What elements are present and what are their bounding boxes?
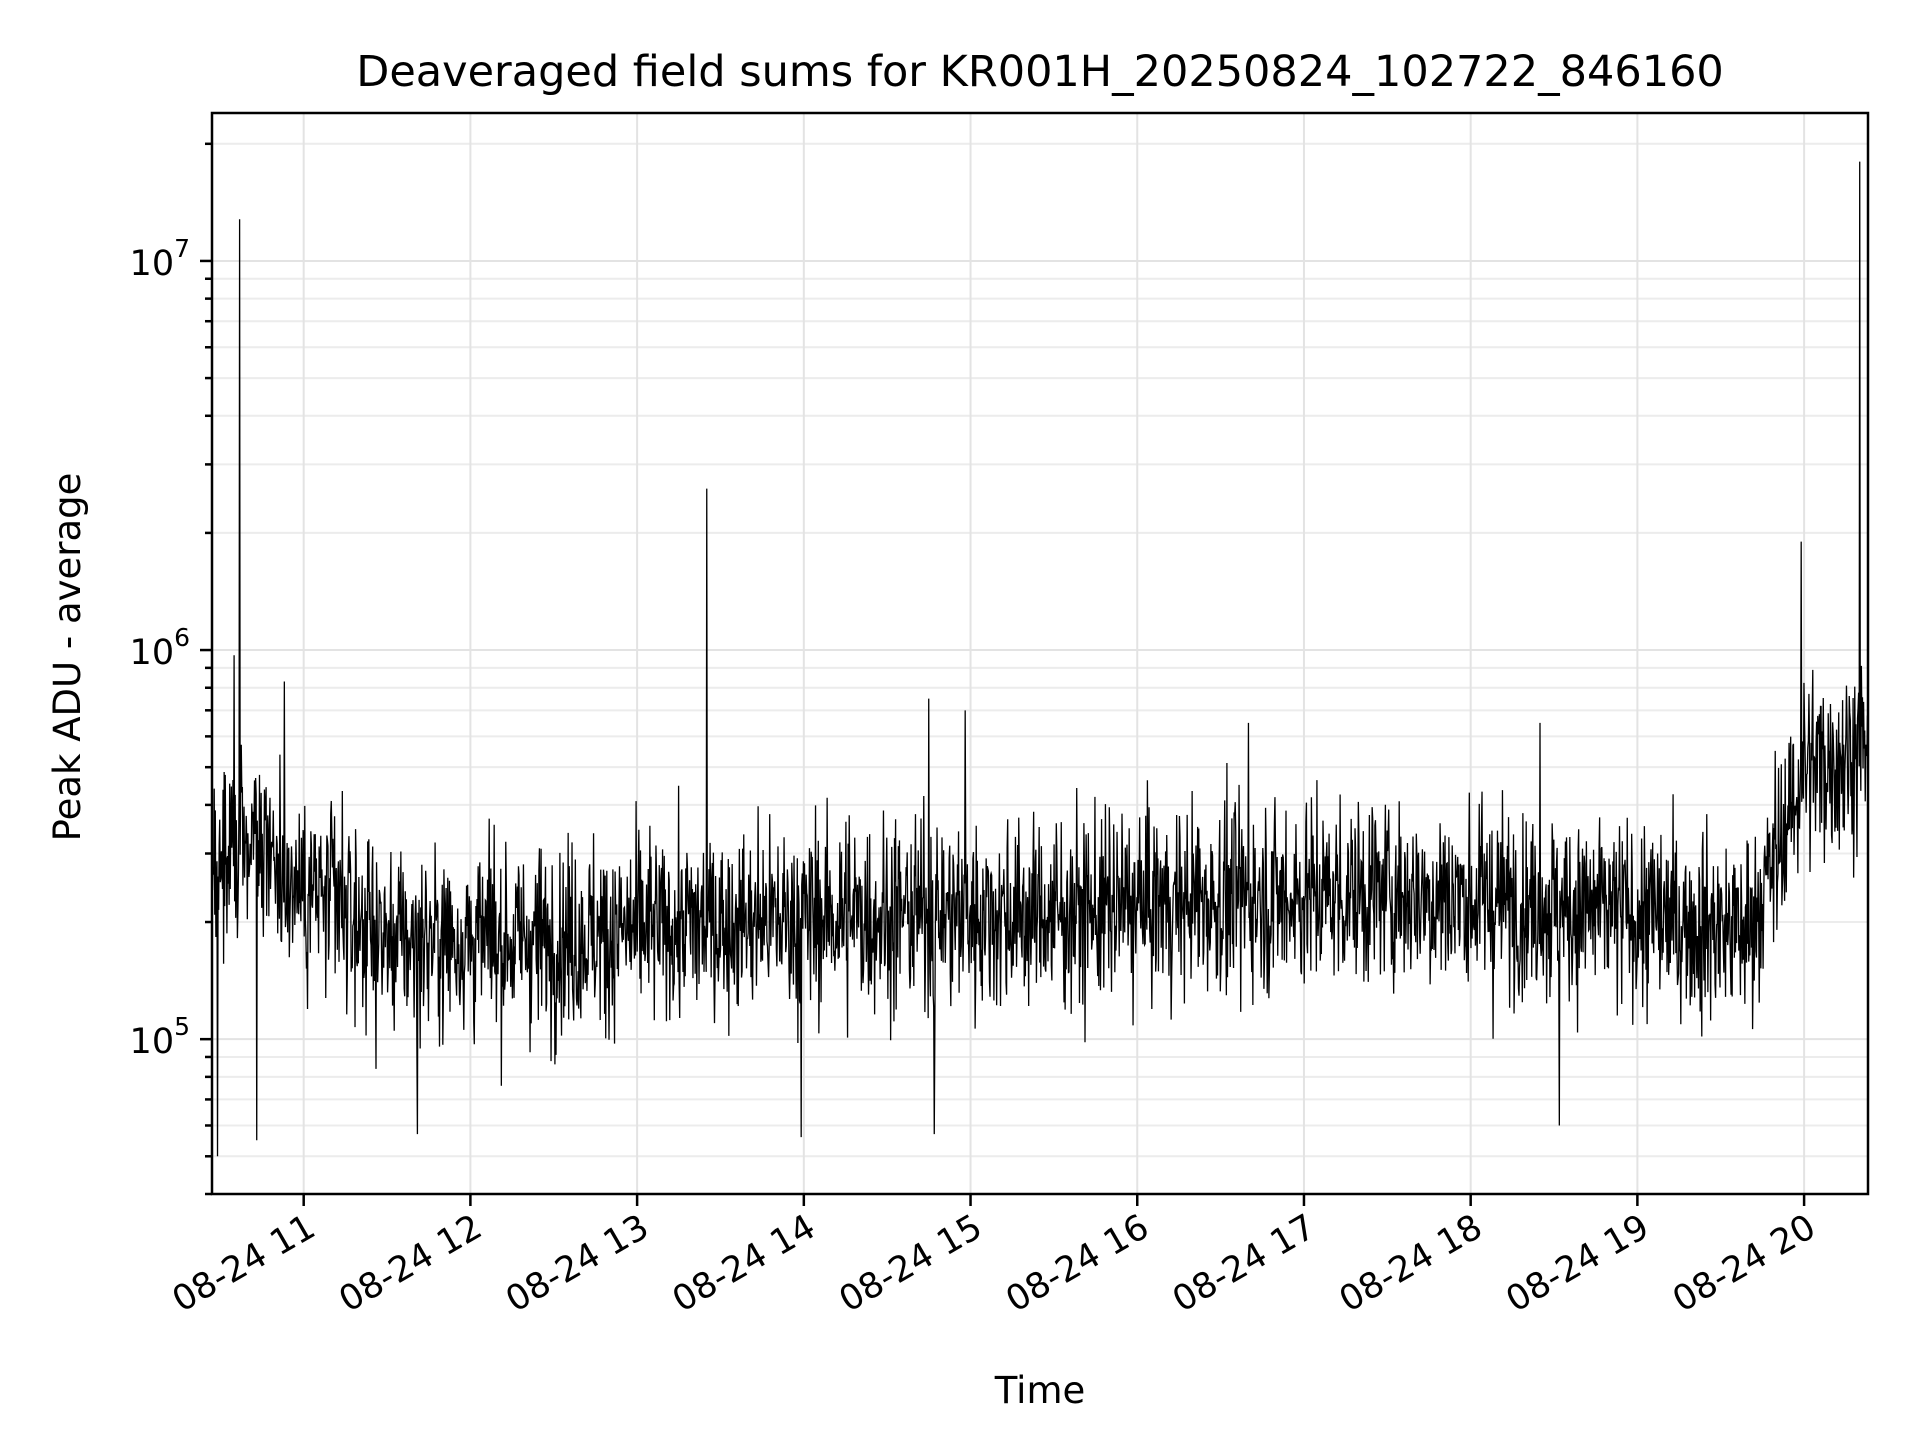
chart-title: Deaveraged field sums for KR001H_2025082… bbox=[356, 47, 1724, 97]
x-tick-label: 08-24 19 bbox=[1500, 1207, 1656, 1320]
grid bbox=[212, 113, 1868, 1195]
y-tick-label: 107 bbox=[130, 234, 190, 284]
y-axis-label: Peak ADU - average bbox=[46, 473, 89, 842]
x-tick-label: 08-24 11 bbox=[166, 1207, 322, 1320]
x-tick-label: 08-24 20 bbox=[1666, 1207, 1822, 1320]
series-line bbox=[211, 161, 1869, 1157]
x-tick-label: 08-24 18 bbox=[1333, 1207, 1489, 1320]
x-axis-ticks: 08-24 11 08-24 12 08-24 13 08-24 14 08-24 15… bbox=[166, 1194, 1823, 1320]
x-tick-label: 08-24 15 bbox=[833, 1207, 989, 1320]
x-tick-label: 08-24 12 bbox=[333, 1207, 489, 1320]
x-axis-label: Time bbox=[994, 1369, 1086, 1412]
x-tick-label: 08-24 17 bbox=[1166, 1207, 1322, 1320]
plot-frame bbox=[210, 111, 1870, 1196]
y-axis-ticks: 105 106 107 bbox=[130, 142, 212, 1196]
y-tick-label: 106 bbox=[130, 623, 190, 673]
x-tick-label: 08-24 14 bbox=[666, 1207, 822, 1320]
x-tick-label: 08-24 13 bbox=[499, 1207, 655, 1320]
y-tick-label: 105 bbox=[130, 1012, 190, 1062]
x-tick-label: 08-24 16 bbox=[999, 1207, 1155, 1320]
